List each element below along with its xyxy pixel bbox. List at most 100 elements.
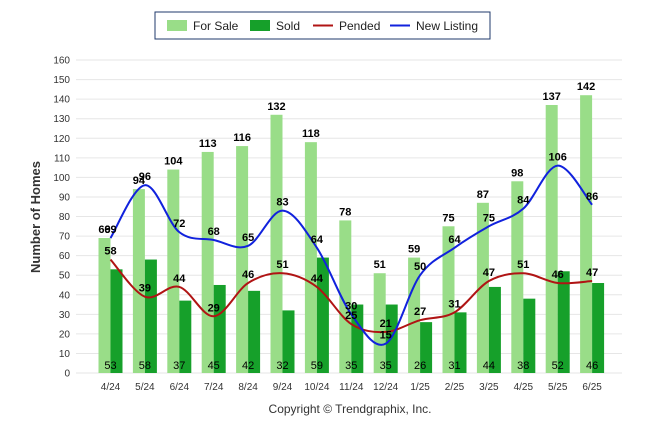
new-listing-value-label: 64 (448, 234, 461, 246)
y-tick-label: 100 (53, 173, 70, 184)
for-sale-value-label: 51 (374, 259, 386, 271)
for-sale-value-label: 142 (577, 81, 595, 93)
bar-sold (248, 290, 261, 373)
bar-sold (282, 310, 295, 373)
x-tick-label: 11/24 (339, 382, 364, 393)
x-tick-label: 6/24 (170, 382, 190, 393)
bar-for-sale (236, 146, 249, 373)
legend-label-pended: Pended (339, 19, 380, 33)
bar-for-sale (339, 220, 352, 373)
y-tick-label: 120 (53, 134, 70, 145)
x-tick-label: 2/25 (445, 382, 465, 393)
bar-sold (420, 322, 433, 373)
new-listing-value-label: 86 (586, 191, 598, 203)
x-tick-label: 5/25 (548, 382, 568, 393)
legend: For Sale Sold Pended New Listing (154, 11, 491, 40)
for-sale-value-label: 59 (408, 244, 420, 256)
sold-value-label: 53 (104, 360, 116, 372)
y-tick-label: 140 (53, 95, 70, 106)
new-listing-value-label: 75 (483, 212, 495, 224)
x-tick-label: 9/24 (273, 382, 293, 393)
plot-area: 0 10 20 30 40 50 60 70 80 90 100 110 120 130 140 150 160… (53, 56, 622, 393)
pended-value-label: 47 (483, 267, 495, 279)
bar-for-sale (132, 189, 145, 373)
sold-value-label: 32 (276, 360, 288, 372)
sold-value-label: 35 (380, 360, 392, 372)
y-tick-label: 10 (59, 349, 71, 360)
new-listing-value-label: 50 (414, 261, 426, 273)
for-sale-value-label: 132 (267, 101, 285, 113)
for-sale-value-label: 116 (233, 132, 251, 144)
pended-value-label: 31 (448, 298, 460, 310)
x-tick-label: 7/24 (204, 382, 224, 393)
sold-value-label: 52 (552, 360, 564, 372)
bar-for-sale (442, 226, 455, 373)
new-listing-value-label: 106 (549, 152, 567, 164)
new-listing-value-label: 84 (517, 195, 530, 207)
x-tick-label: 3/25 (479, 382, 499, 393)
sold-value-label: 26 (414, 360, 426, 372)
bar-sold (488, 286, 501, 373)
x-tick-label: 5/24 (135, 382, 155, 393)
bar-sold (213, 284, 226, 373)
x-tick-label: 8/24 (238, 382, 258, 393)
x-tick-label: 10/24 (304, 382, 329, 393)
new-listing-value-label: 65 (242, 232, 254, 244)
for-sale-value-label: 98 (511, 167, 523, 179)
bar-for-sale (98, 238, 111, 373)
y-tick-label: 50 (59, 271, 71, 282)
y-tick-label: 60 (59, 251, 71, 262)
pended-value-label: 46 (552, 269, 564, 281)
y-axis-title: Number of Homes (28, 161, 43, 273)
new-listing-value-label: 15 (380, 330, 392, 342)
legend-label-new-listing: New Listing (416, 19, 478, 33)
sold-value-label: 46 (586, 360, 598, 372)
sold-value-label: 42 (242, 360, 254, 372)
bar-for-sale (373, 273, 386, 373)
legend-swatch-sold (250, 20, 270, 31)
y-tick-label: 80 (59, 212, 71, 223)
for-sale-value-label: 118 (302, 128, 320, 140)
for-sale-value-label: 75 (442, 212, 454, 224)
copyright-credit: Copyright © Trendgraphix, Inc. (269, 402, 432, 416)
bar-sold (592, 283, 605, 373)
y-tick-label: 0 (64, 369, 70, 380)
bar-sold (523, 298, 536, 373)
for-sale-value-label: 69 (98, 224, 110, 236)
bar-for-sale (201, 151, 214, 373)
pended-value-label: 46 (242, 269, 254, 281)
new-listing-value-label: 68 (208, 226, 220, 238)
pended-value-label: 47 (586, 267, 598, 279)
pended-value-label: 51 (276, 259, 288, 271)
bar-sold (110, 269, 123, 373)
legend-label-for-sale: For Sale (193, 19, 239, 33)
for-sale-value-label: 94 (133, 175, 146, 187)
bar-for-sale (545, 104, 558, 374)
new-listing-value-label: 30 (345, 300, 357, 312)
new-listing-value-label: 69 (104, 224, 116, 236)
bar-for-sale (408, 257, 421, 373)
pended-value-label: 58 (104, 246, 116, 258)
sold-value-label: 59 (311, 360, 323, 372)
new-listing-value-label: 72 (173, 218, 185, 230)
for-sale-value-label: 104 (164, 156, 183, 168)
for-sale-value-label: 137 (543, 91, 561, 103)
for-sale-value-label: 113 (199, 138, 217, 150)
pended-value-label: 29 (208, 302, 220, 314)
legend-swatch-for-sale (167, 20, 187, 31)
bar-for-sale (270, 114, 283, 374)
y-tick-label: 20 (59, 329, 71, 340)
line-pended (109, 258, 593, 334)
sold-value-label: 38 (517, 360, 529, 372)
bar-sold (179, 300, 192, 373)
pended-value-label: 44 (173, 273, 186, 285)
bar-sold (557, 271, 570, 373)
bar-for-sale (511, 181, 524, 373)
x-tick-label: 1/25 (410, 382, 430, 393)
pended-value-label: 39 (139, 283, 151, 295)
for-sale-value-label: 87 (477, 189, 489, 201)
pended-value-label: 51 (517, 259, 529, 271)
x-tick-label: 12/24 (373, 382, 398, 393)
pended-value-label: 21 (380, 318, 392, 330)
